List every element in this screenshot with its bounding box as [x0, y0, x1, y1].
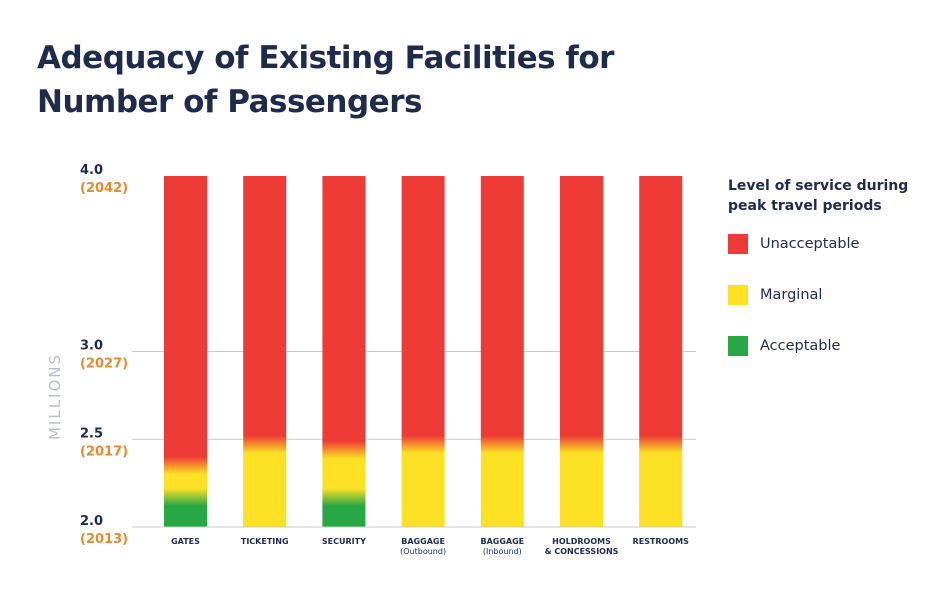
x-axis: GATES TICKETING SECURITY BAGGAGE(Outbound)B… — [132, 526, 696, 556]
y-tick-year: (2027) — [80, 357, 128, 372]
bar-gates — [164, 176, 207, 527]
x-tick-sublabel: & CONCESSIONS — [545, 547, 619, 556]
legend-swatch-marginal — [728, 285, 748, 305]
y-tick-value: 4.0 — [80, 163, 103, 178]
bar-security — [322, 176, 366, 527]
legend-label: Unacceptable — [760, 236, 860, 252]
x-tick-label: HOLDROOMS — [552, 537, 611, 546]
x-tick-label: BAGGAGE — [480, 537, 524, 546]
bar-baggage-inbound — [480, 176, 524, 527]
x-tick-sublabel: (Outbound) — [400, 547, 446, 556]
bar-baggage-outbound — [401, 176, 445, 527]
y-axis-title: MILLIONS — [46, 353, 64, 440]
y-tick-value: 2.0 — [80, 514, 103, 529]
legend-swatch-unacceptable — [728, 234, 748, 254]
x-tick-sublabel: (Inbound) — [483, 547, 522, 556]
x-tick-label: BAGGAGE — [401, 537, 445, 546]
legend-item-acceptable: Acceptable — [728, 334, 928, 358]
legend-title: Level of service during peak travel peri… — [728, 178, 909, 214]
y-tick-value: 3.0 — [80, 339, 103, 354]
x-tick-label: TICKETING — [241, 537, 289, 546]
y-tick-year: (2013) — [80, 532, 128, 547]
legend-label: Marginal — [760, 287, 823, 303]
legend-item-marginal: Marginal — [728, 283, 928, 307]
legend: Level of service during peak travel peri… — [728, 176, 928, 385]
x-tick-label: GATES — [171, 537, 200, 546]
y-tick-year: (2042) — [80, 181, 128, 196]
legend-swatch-acceptable — [728, 336, 748, 356]
bar-holdrooms-concessions — [560, 176, 603, 527]
y-tick-year: (2017) — [80, 444, 128, 459]
bar-restrooms — [639, 176, 683, 527]
y-axis: 2.0 (2013) 2.5 (2017) 3.0 (2027) 4.0 (2042) MILL… — [46, 163, 128, 547]
chart-title: Adequacy of Existing Facilities for Numb… — [37, 40, 614, 120]
legend-item-unacceptable: Unacceptable — [728, 232, 928, 256]
legend-label: Acceptable — [760, 338, 841, 354]
x-tick-label: RESTROOMS — [633, 537, 690, 546]
bar-ticketing — [243, 176, 287, 527]
y-tick-value: 2.5 — [80, 426, 103, 441]
bars — [164, 176, 683, 527]
x-tick-label: SECURITY — [322, 537, 366, 546]
